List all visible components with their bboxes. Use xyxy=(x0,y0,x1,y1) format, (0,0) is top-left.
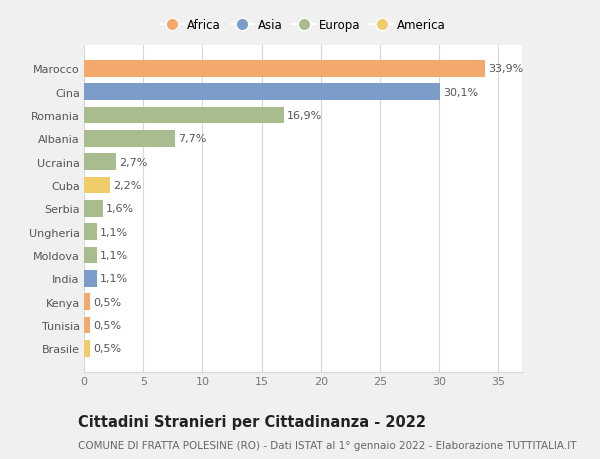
Bar xyxy=(84,61,485,78)
Text: 16,9%: 16,9% xyxy=(287,111,322,121)
Text: 7,7%: 7,7% xyxy=(178,134,206,144)
Bar xyxy=(84,247,97,264)
Bar xyxy=(84,177,110,194)
Bar xyxy=(84,107,284,124)
Bar xyxy=(84,294,90,310)
Text: 0,5%: 0,5% xyxy=(93,320,121,330)
Bar xyxy=(84,154,116,171)
Text: 1,6%: 1,6% xyxy=(106,204,134,214)
Bar xyxy=(84,201,103,217)
Text: 33,9%: 33,9% xyxy=(488,64,524,74)
Bar xyxy=(84,270,97,287)
Text: 2,2%: 2,2% xyxy=(113,180,142,190)
Text: COMUNE DI FRATTA POLESINE (RO) - Dati ISTAT al 1° gennaio 2022 - Elaborazione TU: COMUNE DI FRATTA POLESINE (RO) - Dati IS… xyxy=(78,440,577,450)
Text: 1,1%: 1,1% xyxy=(100,274,128,284)
Bar xyxy=(84,317,90,334)
Bar xyxy=(84,84,440,101)
Bar xyxy=(84,340,90,357)
Bar xyxy=(84,224,97,241)
Legend: Africa, Asia, Europa, America: Africa, Asia, Europa, America xyxy=(160,19,446,32)
Bar xyxy=(84,131,175,147)
Text: 0,5%: 0,5% xyxy=(93,344,121,353)
Text: Cittadini Stranieri per Cittadinanza - 2022: Cittadini Stranieri per Cittadinanza - 2… xyxy=(78,414,426,429)
Text: 1,1%: 1,1% xyxy=(100,227,128,237)
Text: 0,5%: 0,5% xyxy=(93,297,121,307)
Text: 2,7%: 2,7% xyxy=(119,157,147,167)
Text: 1,1%: 1,1% xyxy=(100,251,128,260)
Text: 30,1%: 30,1% xyxy=(443,87,478,97)
